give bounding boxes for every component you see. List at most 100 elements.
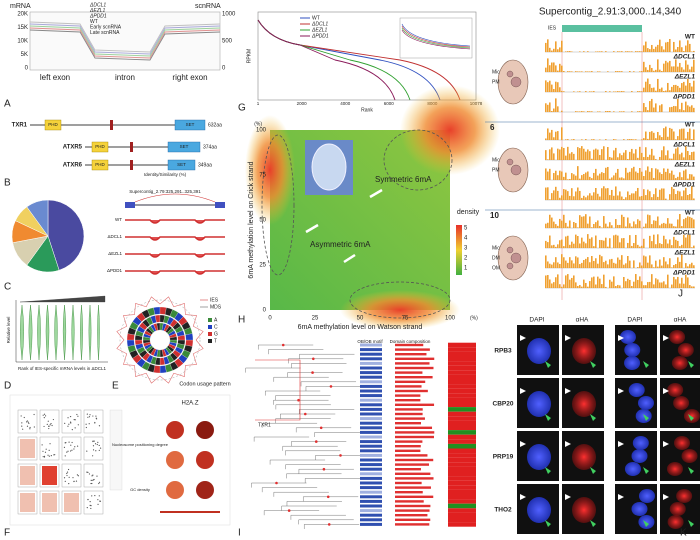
coverage-bar bbox=[645, 67, 647, 72]
motif-cell bbox=[360, 389, 382, 393]
coverage-bar bbox=[685, 85, 687, 92]
scatter-dot bbox=[88, 416, 91, 418]
coverage-bar bbox=[643, 255, 645, 268]
motif-cell bbox=[360, 453, 382, 457]
domain-bar bbox=[395, 403, 435, 406]
coverage-bar bbox=[557, 82, 559, 92]
coverage-bar bbox=[685, 237, 687, 248]
coverage-bar bbox=[569, 220, 571, 228]
coverage-bar bbox=[665, 284, 667, 288]
coverage-bar bbox=[647, 282, 649, 288]
coverage-bar bbox=[655, 168, 657, 180]
coverage-bar bbox=[643, 226, 645, 228]
scatter-dot bbox=[43, 425, 45, 428]
motif-cell bbox=[360, 486, 382, 490]
scatter-dot bbox=[91, 479, 93, 482]
coverage-bar bbox=[567, 139, 569, 140]
arrow bbox=[305, 223, 319, 234]
coverage-bar bbox=[661, 174, 663, 180]
scatter-dot bbox=[73, 448, 75, 450]
arrowhead bbox=[688, 414, 694, 421]
coverage-bar bbox=[585, 214, 587, 228]
arrowhead bbox=[618, 494, 624, 500]
coverage-bar bbox=[687, 234, 689, 248]
scatter-dot bbox=[68, 423, 70, 425]
label: IES bbox=[210, 297, 219, 303]
heat-cell bbox=[448, 434, 476, 440]
coverage-bar bbox=[617, 91, 619, 92]
motif-cell bbox=[360, 504, 382, 508]
scatter-dot bbox=[48, 425, 50, 427]
coverage-bar bbox=[603, 262, 605, 268]
coverage-bar bbox=[599, 196, 601, 200]
heat-cell bbox=[448, 443, 476, 449]
domain-bar bbox=[395, 353, 427, 356]
label: 0 bbox=[222, 66, 226, 72]
coverage-bar bbox=[603, 173, 605, 180]
coverage-bar bbox=[661, 150, 663, 160]
coverage-bar bbox=[651, 241, 653, 248]
tree-branch bbox=[258, 344, 314, 350]
blue-stain bbox=[628, 383, 645, 397]
label: ΔPDD1 bbox=[107, 268, 123, 273]
scatter-dot bbox=[68, 441, 70, 443]
label: density bbox=[457, 209, 480, 216]
coverage-bar bbox=[557, 244, 559, 248]
coverage-bar bbox=[655, 46, 657, 52]
arrowhead bbox=[663, 441, 669, 447]
motif-cell bbox=[360, 509, 382, 513]
motif-cell bbox=[360, 518, 382, 522]
label: F bbox=[4, 528, 10, 539]
inset-curve bbox=[401, 23, 471, 47]
label: Late scnRNA bbox=[90, 30, 120, 36]
scatter-dot bbox=[48, 449, 50, 451]
red-stain bbox=[677, 343, 694, 357]
coverage-bar bbox=[661, 137, 663, 140]
coverage-bar bbox=[551, 217, 553, 228]
coverage-bar bbox=[561, 195, 563, 200]
arrowhead bbox=[663, 335, 669, 341]
coverage-bar bbox=[647, 69, 649, 72]
scatter-dot bbox=[69, 450, 72, 452]
scatter-dot bbox=[73, 419, 75, 421]
heat-cell bbox=[448, 397, 476, 403]
coverage-bar bbox=[547, 187, 549, 200]
coverage-bar bbox=[603, 146, 605, 160]
coverage-bar bbox=[545, 80, 547, 92]
coverage-bar bbox=[689, 285, 691, 288]
blue-stain bbox=[619, 330, 636, 344]
coverage-bar bbox=[567, 235, 569, 248]
scatter-dot bbox=[53, 454, 55, 456]
label: Rank bbox=[361, 107, 373, 113]
label: (%) bbox=[470, 315, 478, 321]
profile-line bbox=[29, 27, 221, 59]
coverage-bar bbox=[601, 256, 603, 268]
coverage-bar bbox=[587, 171, 589, 180]
ies-outline bbox=[116, 296, 204, 384]
label: Mic bbox=[492, 157, 500, 163]
motif-cell bbox=[360, 357, 382, 361]
coverage-bar bbox=[601, 284, 603, 288]
coverage-bar bbox=[549, 279, 551, 288]
coverage-bar bbox=[691, 139, 693, 140]
nucleus bbox=[510, 76, 522, 88]
coverage-bar bbox=[641, 196, 643, 200]
coverage-bar bbox=[589, 238, 591, 248]
coverage-bar bbox=[569, 71, 571, 72]
coverage-bar bbox=[645, 41, 647, 52]
scatter-dot bbox=[64, 455, 66, 457]
scatter-dot bbox=[90, 505, 92, 507]
coverage-bar bbox=[659, 69, 661, 72]
corr-cell bbox=[20, 493, 35, 512]
coverage-bar bbox=[665, 42, 667, 52]
coverage-bar bbox=[551, 193, 553, 200]
domain-bar bbox=[395, 472, 431, 475]
coverage-bar bbox=[663, 188, 665, 200]
coverage-bar bbox=[685, 187, 687, 200]
coverage-bar bbox=[659, 135, 661, 140]
coverage-bar bbox=[667, 243, 669, 248]
motif-cell bbox=[360, 412, 382, 416]
label: 5 bbox=[464, 226, 468, 232]
coverage-bar bbox=[653, 267, 655, 268]
